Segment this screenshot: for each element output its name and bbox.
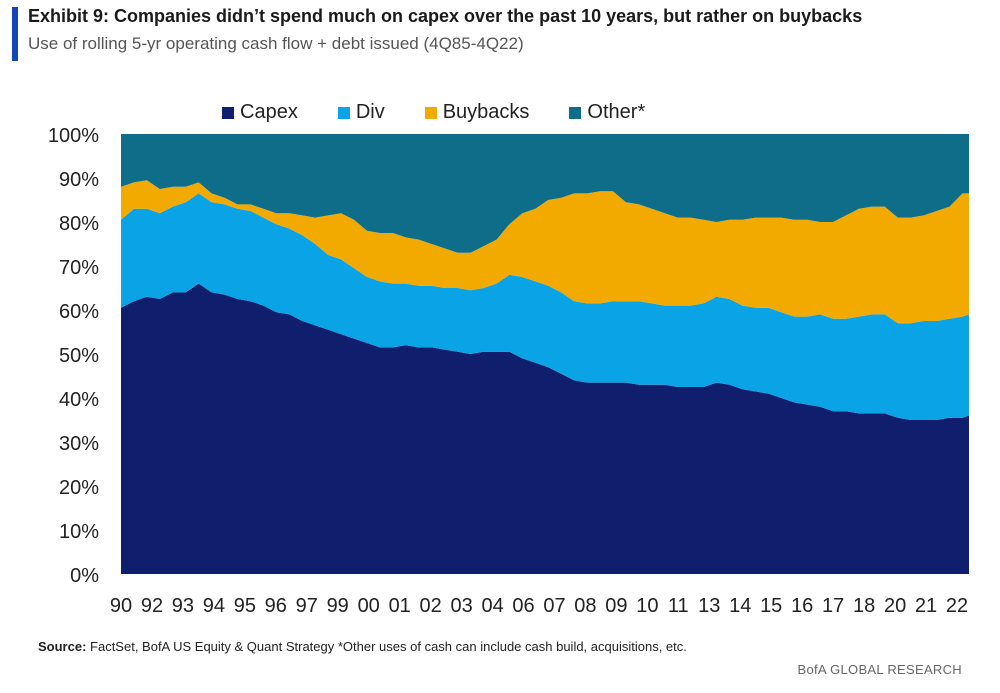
- x-tick-label: 99: [327, 595, 349, 617]
- legend-label-buybacks: Buybacks: [442, 101, 530, 123]
- x-tick-label: 22: [946, 595, 968, 617]
- legend-item-other: Other*: [569, 101, 645, 124]
- legend-swatch-div: [337, 106, 350, 119]
- y-axis-tick-labels: 0% 10% 20% 30% 40% 50% 60% 70% 80% 90% 100%: [48, 125, 99, 587]
- x-tick-label: 18: [853, 595, 875, 617]
- source-label: Source:: [38, 639, 87, 654]
- y-tick-label: 100%: [48, 125, 99, 147]
- x-tick-label: 96: [265, 595, 287, 617]
- title-accent-bar: [12, 7, 18, 61]
- legend-item-div: Div: [337, 101, 385, 124]
- area-other: [121, 134, 969, 253]
- source-note: Source: FactSet, BofA US Equity & Quant …: [38, 639, 687, 654]
- y-tick-label: 10%: [59, 521, 99, 543]
- x-tick-label: 95: [234, 595, 256, 617]
- x-tick-label: 07: [543, 595, 565, 617]
- chart-areas: [121, 134, 969, 574]
- legend-swatch-buybacks: [424, 106, 437, 119]
- legend-swatch-capex: [222, 106, 234, 119]
- x-tick-label: 09: [605, 595, 627, 617]
- x-tick-label: 97: [296, 595, 318, 617]
- x-tick-label: 21: [915, 595, 937, 617]
- x-tick-label: 13: [698, 595, 720, 617]
- x-tick-label: 11: [668, 595, 689, 617]
- x-tick-label: 92: [141, 595, 163, 617]
- chart-subtitle: Use of rolling 5-yr operating cash flow …: [28, 34, 524, 53]
- x-tick-label: 01: [389, 595, 411, 617]
- x-tick-label: 15: [760, 595, 782, 617]
- legend-label-other: Other*: [587, 101, 646, 123]
- y-tick-label: 60%: [59, 301, 99, 323]
- x-tick-label: 04: [481, 595, 503, 617]
- x-tick-label: 02: [419, 595, 441, 617]
- x-tick-label: 06: [512, 595, 534, 617]
- x-tick-label: 17: [822, 595, 844, 617]
- legend-label-capex: Capex: [240, 101, 298, 123]
- y-tick-label: 0%: [70, 565, 99, 587]
- chart-title: Exhibit 9: Companies didn’t spend much o…: [28, 6, 863, 26]
- x-tick-label: 16: [791, 595, 813, 617]
- legend-item-buybacks: Buybacks: [424, 101, 530, 124]
- x-tick-label: 00: [358, 595, 380, 617]
- y-tick-label: 20%: [59, 477, 99, 499]
- x-tick-label: 10: [636, 595, 658, 617]
- y-tick-label: 40%: [59, 389, 99, 411]
- legend-swatch-other: [569, 106, 582, 119]
- chart-legend: Capex Div Buybacks Other*: [222, 101, 685, 124]
- x-tick-label: 14: [729, 595, 751, 617]
- y-tick-label: 30%: [59, 433, 99, 455]
- y-tick-label: 80%: [59, 213, 99, 235]
- source-text: FactSet, BofA US Equity & Quant Strategy…: [86, 639, 687, 654]
- x-tick-label: 90: [110, 595, 132, 617]
- brand-label: BofA GLOBAL RESEARCH: [797, 662, 962, 677]
- x-tick-label: 03: [450, 595, 472, 617]
- area-div: [121, 193, 969, 420]
- legend-label-div: Div: [355, 101, 385, 123]
- y-tick-label: 70%: [59, 257, 99, 279]
- y-tick-label: 90%: [59, 169, 99, 191]
- area-buybacks: [121, 180, 969, 324]
- x-tick-label: 08: [574, 595, 596, 617]
- legend-item-capex: Capex: [222, 101, 298, 124]
- area-capex: [121, 283, 969, 574]
- x-tick-label: 20: [884, 595, 906, 617]
- x-axis-tick-labels: 90 92 93 94 95 96 97 99 00 01 02 03 04 06 07 08 09 10 11 13…: [110, 595, 968, 617]
- x-tick-label: 94: [203, 595, 225, 617]
- y-tick-label: 50%: [59, 345, 99, 367]
- x-tick-label: 93: [172, 595, 194, 617]
